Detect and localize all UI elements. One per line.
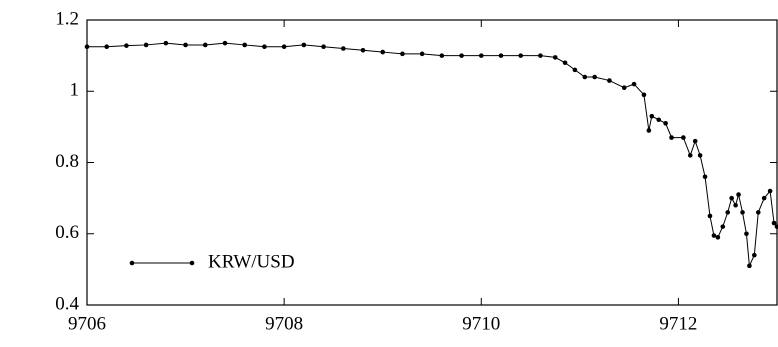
data-point bbox=[702, 174, 708, 180]
data-point bbox=[681, 135, 686, 140]
x-tick-label: 9710 bbox=[462, 313, 500, 334]
y-tick-label: 0.8 bbox=[55, 151, 79, 172]
data-point bbox=[242, 42, 248, 48]
data-point bbox=[752, 252, 757, 258]
data-point bbox=[720, 224, 726, 229]
data-point bbox=[646, 128, 652, 133]
data-point bbox=[104, 44, 110, 50]
data-point bbox=[707, 213, 713, 219]
data-point bbox=[340, 46, 346, 51]
data-point bbox=[767, 188, 773, 194]
data-point bbox=[562, 60, 568, 66]
y-tick-label: 0.6 bbox=[55, 222, 79, 243]
data-point bbox=[498, 53, 504, 58]
data-point bbox=[687, 153, 693, 158]
data-point bbox=[262, 44, 267, 50]
y-tick-label: 1.2 bbox=[55, 8, 79, 29]
data-line bbox=[87, 42, 778, 268]
data-point bbox=[538, 53, 543, 58]
data-point bbox=[771, 220, 777, 226]
data-point bbox=[572, 67, 578, 73]
data-point bbox=[711, 233, 717, 238]
data-point bbox=[321, 44, 326, 50]
data-point bbox=[692, 138, 698, 144]
data-point bbox=[725, 210, 731, 215]
data-point bbox=[419, 51, 425, 57]
y-tick-label: 1 bbox=[70, 80, 80, 101]
data-point bbox=[747, 263, 752, 269]
data-point bbox=[755, 210, 761, 215]
data-point bbox=[774, 224, 778, 229]
data-point bbox=[621, 85, 627, 90]
data-point bbox=[478, 53, 484, 58]
data-point bbox=[663, 121, 668, 126]
data-point bbox=[740, 210, 745, 215]
data-point bbox=[641, 92, 647, 98]
legend-marker bbox=[129, 260, 135, 266]
legend-label: KRW/USD bbox=[208, 251, 295, 272]
data-point bbox=[656, 117, 662, 123]
data-point bbox=[400, 51, 405, 57]
data-point bbox=[459, 53, 464, 58]
data-point bbox=[592, 74, 597, 80]
data-point bbox=[744, 231, 749, 237]
data-point bbox=[360, 47, 366, 53]
data-point bbox=[518, 53, 524, 58]
data-point bbox=[715, 235, 721, 240]
data-point bbox=[729, 195, 734, 201]
data-point bbox=[281, 44, 287, 50]
data-point bbox=[163, 40, 169, 46]
data-point bbox=[439, 53, 445, 58]
data-point bbox=[736, 192, 741, 197]
data-point bbox=[607, 78, 612, 83]
data-point bbox=[202, 42, 208, 48]
data-point bbox=[143, 42, 149, 48]
data-point bbox=[183, 42, 188, 48]
data-point bbox=[582, 74, 588, 80]
x-tick-label: 9708 bbox=[265, 313, 303, 334]
data-point bbox=[552, 55, 558, 60]
data-point bbox=[301, 42, 307, 48]
data-point bbox=[631, 81, 637, 87]
data-point bbox=[733, 202, 738, 208]
data-point bbox=[380, 49, 386, 55]
legend-marker bbox=[189, 260, 195, 266]
data-point bbox=[649, 113, 655, 119]
y-tick-label: 0.4 bbox=[55, 293, 79, 314]
data-point bbox=[124, 43, 129, 48]
x-tick-label: 9712 bbox=[659, 313, 697, 334]
data-point bbox=[84, 44, 90, 50]
x-tick-label: 9706 bbox=[68, 313, 106, 334]
data-point bbox=[761, 195, 767, 201]
data-point bbox=[669, 135, 674, 140]
data-point bbox=[697, 153, 703, 158]
data-point bbox=[222, 40, 228, 46]
